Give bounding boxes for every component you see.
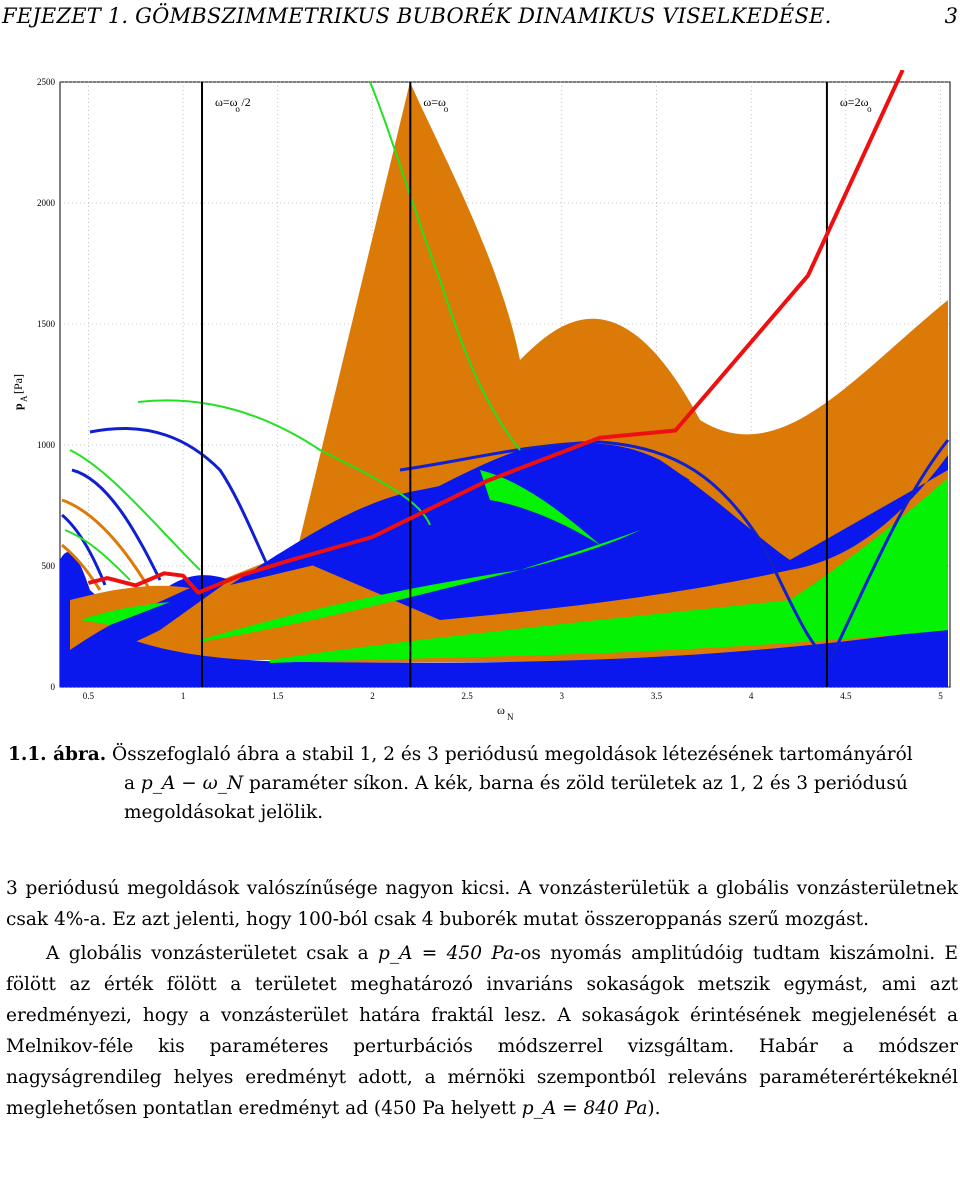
green-curves [64,81,521,581]
vertical-markers: ω=ωo /2 ω=ωo ω=2ωo [201,82,872,687]
y-label-unit: [Pa] [11,374,25,394]
p2-g: ). [647,1098,661,1119]
y-tick-label: 500 [42,561,56,571]
blue-arc-3 [61,513,107,586]
orange-curves [61,498,152,591]
caption-line-1: Összefoglaló ábra a stabil 1, 2 és 3 per… [106,744,913,765]
x-tick-label: 4.5 [840,691,852,701]
x-tick-label: 5 [938,691,943,701]
y-tick-label: 1000 [37,440,56,450]
x-tick-label: 2.5 [462,691,474,701]
p2-c: -os nyomás amplitúdóig tudtam kiszámolni… [6,943,958,1119]
green-curve-3 [69,449,201,571]
x-tick-label: 3.5 [651,691,663,701]
figure-caption: 1.1. ábra. Összefoglaló ábra a stabil 1,… [8,740,958,827]
red-boundary [87,70,905,595]
p2-d: 450 Pa [381,1098,445,1119]
orange-curve-1 [61,498,152,591]
x-label-omega: ω [497,703,505,717]
region-left-lobes-orange [70,585,190,650]
caption-label: 1.1. ábra. [8,744,107,765]
y-ticks: 0 500 1000 1500 2000 2500 [37,77,56,692]
p2-a: A globális vonzásterületet csak a [46,943,378,964]
page-number: 3 [944,4,958,28]
regions [60,82,948,687]
blue-curves [61,427,950,663]
red-boundary-line [87,70,905,595]
region-3-period-band [270,478,948,663]
x-tick-label: 4 [749,691,754,701]
blue-arc-1 [89,427,274,576]
region-3-period-thin [200,530,640,642]
y-tick-label: 1500 [37,319,56,329]
region-1-period-floor [60,600,948,687]
x-tick-label: 3 [560,691,565,701]
y-tick-label: 2000 [37,198,56,208]
region-3-period-spike [480,470,600,545]
vline-label: ω=ω [215,95,238,109]
region-1-period-main [300,392,948,620]
bubble-dynamics-chart: ω=ωo /2 ω=ωo ω=2ωo 0.5 1 1.5 2 2.5 3 3.5 4 4.5 5 05… [11,70,951,722]
region-left-lobes-blue [60,551,230,687]
x-ticks: 0.5 1 1.5 2 2.5 3 3.5 4 4.5 5 [83,691,944,701]
caption-math: p_A − ω_N [140,773,244,794]
blue-arc-main [399,439,950,663]
y-axis-label: p A [Pa] [11,374,29,410]
paragraph-1: 3 periódusú megoldások valószínűsége nag… [6,878,958,930]
green-curve-1 [369,81,521,451]
x-tick-label: 1.5 [272,691,284,701]
x-tick-label: 1 [181,691,186,701]
y-label-p: p [11,403,25,410]
blue-arc-2 [71,468,162,581]
y-tick-label: 2500 [37,77,56,87]
p2-math-2: p_A = 840 Pa [521,1098,648,1119]
region-1-period-lobe [230,446,690,585]
region-left-lobes-green [80,602,170,625]
x-axis-label: ω N [497,703,514,722]
y-label-sub: A [19,395,29,402]
x-label-sub: N [507,712,514,722]
caption-line-3: megoldásokat jelölik. [124,802,324,823]
y-tick-label: 0 [51,682,56,692]
orange-curve-2 [61,543,102,591]
body-text: 3 periódusú megoldások valószínűsége nag… [6,873,958,1124]
caption-line-2: a p_A − ω_N paraméter síkon. A kék, barn… [8,769,958,798]
page-header: FEJEZET 1. GÖMBSZIMMETRIKUS BUBORÉK DINA… [0,0,960,34]
green-curve-2 [137,399,431,526]
paragraph-2: A globális vonzásterületet csak a p_A = … [6,938,958,1124]
caption-line-2-post: paraméter síkon. A kék, barna és zöld te… [243,773,908,794]
green-curve-4 [64,529,131,581]
running-title: FEJEZET 1. GÖMBSZIMMETRIKUS BUBORÉK DINA… [2,4,832,28]
x-tick-label: 0.5 [83,691,95,701]
x-tick-label: 2 [370,691,375,701]
vline-suffix: /2 [241,95,250,109]
vline-label: ω=2ω [840,95,869,109]
vline-subscript: o [444,104,449,114]
p2-e: helyett [444,1098,522,1119]
vline-subscript: o [867,104,872,114]
caption-line-2-pre: a [124,773,141,794]
vline-label: ω=ω [423,95,446,109]
p2-math-1: p_A = 450 Pa [377,943,514,964]
vline-subscript: o [235,104,240,114]
